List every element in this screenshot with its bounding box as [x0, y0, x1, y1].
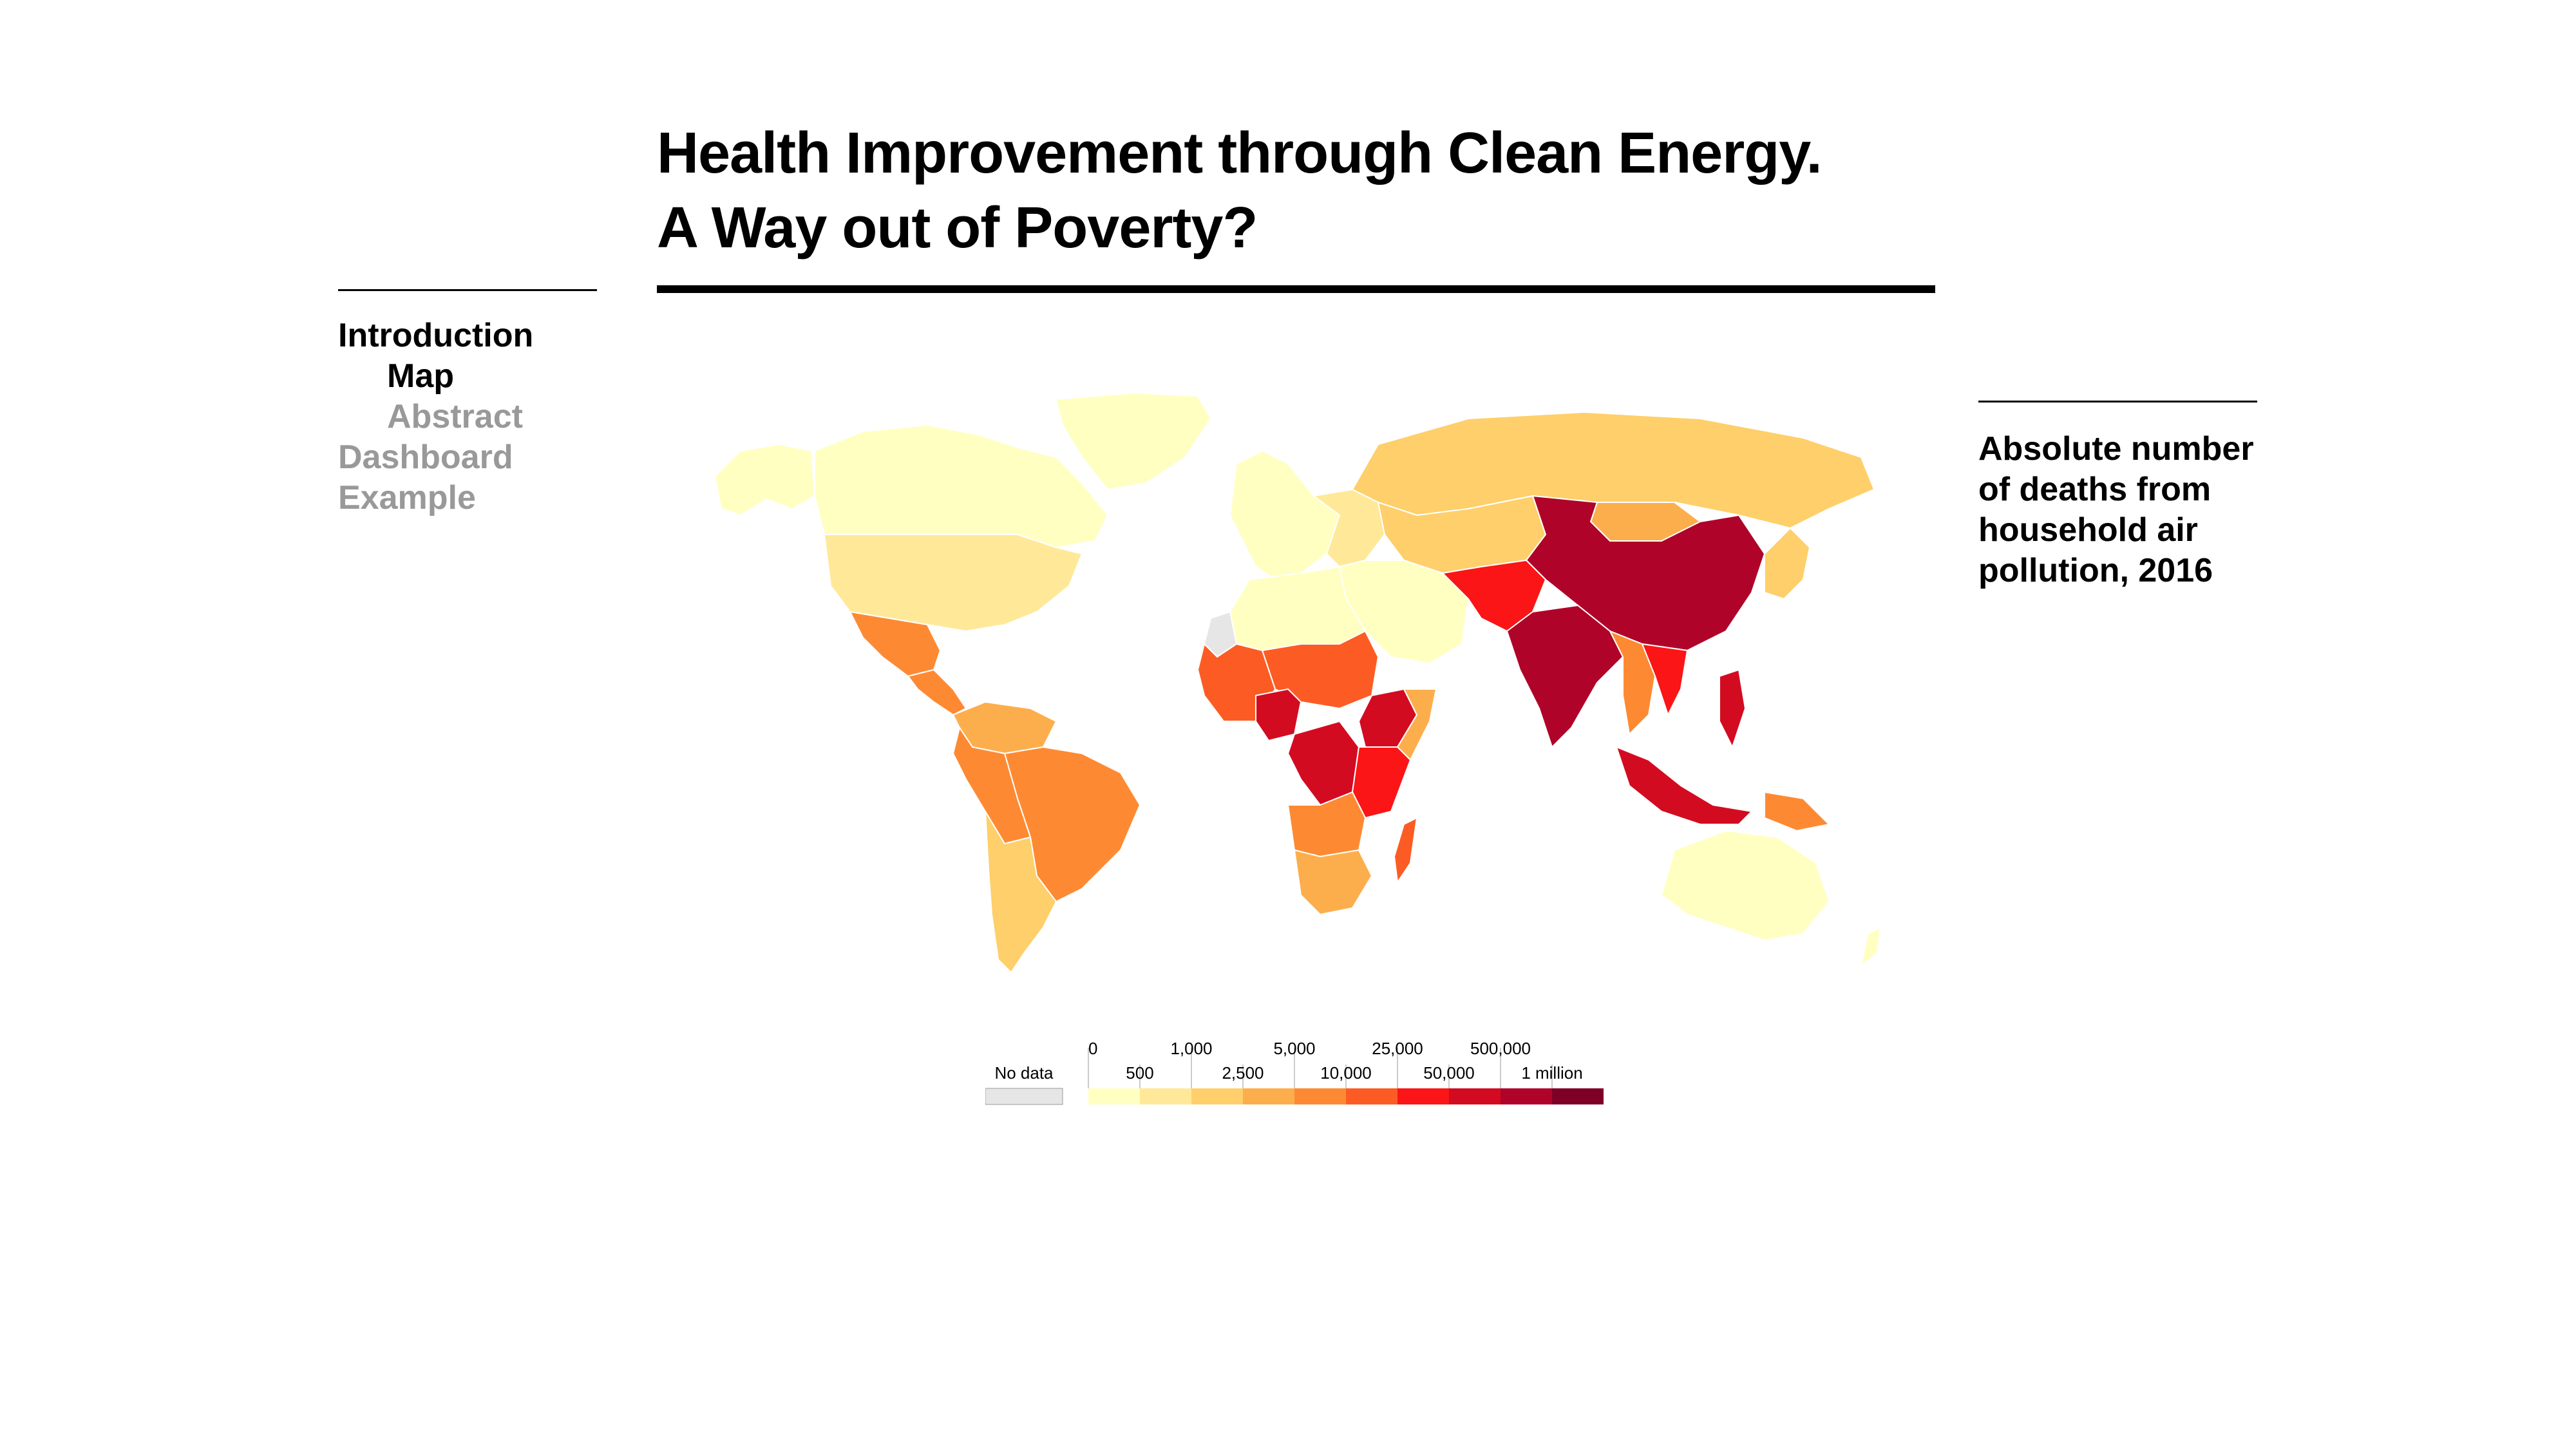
- region-southeast-asia[interactable]: [1642, 643, 1688, 715]
- nav-item-example[interactable]: Example: [338, 479, 476, 516]
- legend-swatch: [1140, 1088, 1191, 1104]
- page-title-line-1: Health Improvement through Clean Energy.: [657, 121, 1823, 185]
- section-nav: Introduction Map Abstract Dashboard Exam…: [338, 316, 533, 518]
- legend-no-data: No data: [985, 1063, 1063, 1105]
- nav-item-map[interactable]: Map: [387, 357, 454, 395]
- legend-tick-label-top: 1,000: [1170, 1040, 1212, 1058]
- nav-item-abstract[interactable]: Abstract: [387, 398, 523, 435]
- region-western-europe[interactable]: [1229, 450, 1340, 580]
- legend-tick-label-bottom: 50,000: [1423, 1063, 1475, 1083]
- legend-tick-label-top: 25,000: [1372, 1040, 1423, 1058]
- region-angola-zambia[interactable]: [1287, 791, 1366, 857]
- nav-item-introduction[interactable]: Introduction: [338, 317, 534, 354]
- region-papua[interactable]: [1764, 791, 1830, 831]
- page-title: Health Improvement through Clean Energy.…: [657, 116, 1945, 265]
- world-choropleth-map: [714, 392, 1881, 973]
- region-canada[interactable]: [814, 424, 1108, 548]
- legend-tick-label-top: 500,000: [1470, 1040, 1531, 1058]
- legend-no-data-label: No data: [994, 1063, 1054, 1083]
- region-argentina-chile[interactable]: [985, 811, 1057, 973]
- region-philippines[interactable]: [1719, 669, 1746, 748]
- legend-swatch: [1552, 1088, 1604, 1104]
- region-central-america[interactable]: [907, 669, 967, 715]
- nav-divider: [338, 289, 597, 291]
- legend-tick-label-bottom: 2,500: [1222, 1063, 1264, 1083]
- legend-color-scale: 0 1,000 5,000 25,000 500,000 500 2,500 10,000 50…: [1088, 1040, 1604, 1104]
- legend-swatch: [1397, 1088, 1449, 1104]
- region-new-zealand[interactable]: [1861, 927, 1881, 967]
- legend-tick-label-bottom: 500: [1126, 1063, 1153, 1083]
- nav-item-dashboard[interactable]: Dashboard: [338, 439, 513, 476]
- region-nigeria[interactable]: [1255, 688, 1302, 741]
- region-east-africa[interactable]: [1352, 746, 1411, 819]
- region-alaska[interactable]: [714, 444, 815, 516]
- legend-tick-label-bottom: 10,000: [1320, 1063, 1372, 1083]
- region-australia[interactable]: [1661, 830, 1830, 941]
- region-dr-congo[interactable]: [1287, 721, 1359, 806]
- title-divider: [657, 285, 1935, 293]
- legend-tick-label-top: 5,000: [1273, 1040, 1315, 1058]
- legend-swatch: [1449, 1088, 1501, 1104]
- legend-swatch: [1501, 1088, 1552, 1104]
- legend-no-data-swatch: [985, 1088, 1063, 1105]
- legend-swatch: [1346, 1088, 1397, 1104]
- region-japan-korea[interactable]: [1764, 527, 1810, 600]
- legend-swatch: [1294, 1088, 1346, 1104]
- legend-swatch: [1243, 1088, 1294, 1104]
- region-greenland[interactable]: [1056, 392, 1211, 490]
- region-southern-africa[interactable]: [1294, 849, 1372, 915]
- legend-tick-label-top: 0: [1088, 1040, 1097, 1058]
- legend-swatch: [1088, 1088, 1140, 1104]
- legend-swatch: [1191, 1088, 1243, 1104]
- legend-tick-label-bottom: 1 million: [1521, 1063, 1582, 1083]
- map-caption: Absolute number of deaths from household…: [1978, 430, 2254, 589]
- map-legend: No data 0 1,000 5,000 25,000 500,000 500 2,500…: [985, 1040, 1604, 1105]
- region-india[interactable]: [1506, 605, 1624, 748]
- page-title-line-2: A Way out of Poverty?: [657, 196, 1258, 260]
- region-madagascar[interactable]: [1394, 817, 1417, 883]
- region-indonesia[interactable]: [1616, 746, 1752, 825]
- caption-divider: [1978, 401, 2257, 402]
